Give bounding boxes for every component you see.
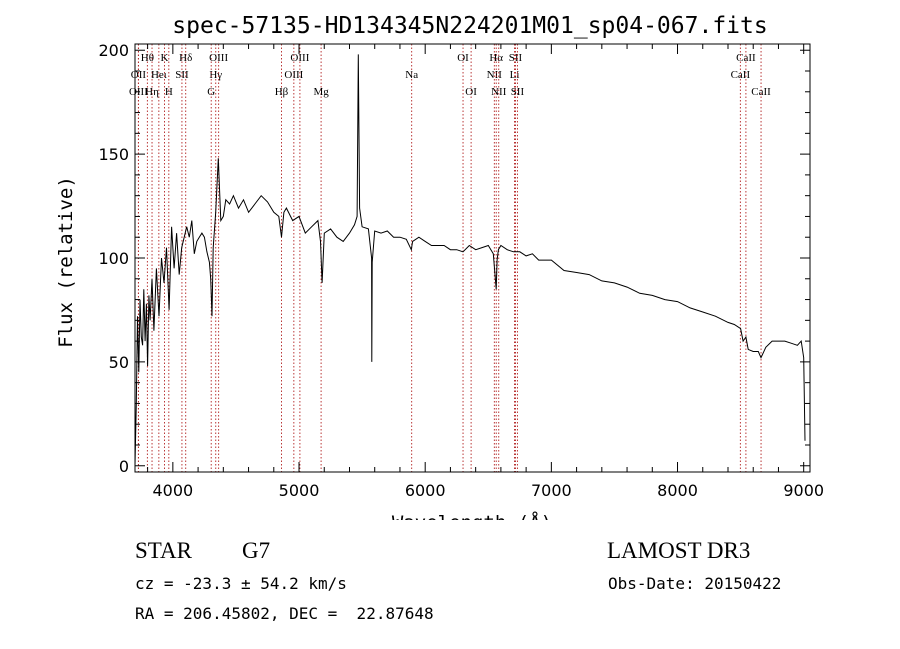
spectral-line-label: CaII: [731, 69, 751, 81]
axis-tick-labels: 4000 5000 6000 7000 8000 9000 0 50 100 150 200: [98, 41, 824, 500]
spectrum-chart: spec-57135-HD134345N224201M01_sp04-067.f…: [55, 13, 824, 520]
spectral-line-label: OI: [457, 52, 469, 64]
spectrum-line: [134, 54, 806, 466]
coordinates-readout: RA = 206.45802, DEC = 22.87648: [135, 604, 434, 623]
y-tick-label: 100: [98, 249, 129, 268]
spectral-line-label: Heι: [151, 69, 167, 81]
x-axis-label: Wavelength (Å): [392, 511, 552, 520]
redshift-readout: cz = -23.3 ± 54.2 km/s: [135, 574, 347, 593]
spectral-line-label: CaII: [736, 52, 756, 64]
spectral-line-label: OIII: [209, 52, 228, 64]
spectral-line-label: K: [161, 52, 169, 64]
spectral-line-label: Hβ: [275, 86, 289, 98]
x-tick-label: 6000: [405, 481, 446, 500]
spectral-line-label: Li: [510, 69, 520, 81]
spectral-line-label: Mg: [313, 86, 329, 98]
obs-date: Obs-Date: 20150422: [608, 574, 782, 593]
y-tick-label: 150: [98, 145, 129, 164]
spectral-line-label: NII: [487, 69, 503, 81]
spectral-line-label: Hδ: [179, 52, 192, 64]
y-tick-label: 200: [98, 41, 129, 60]
x-tick-label: 9000: [783, 481, 824, 500]
spectral-line-label: OI: [465, 86, 477, 98]
y-tick-label: 0: [119, 457, 129, 476]
spectral-line-label: SII: [511, 86, 525, 98]
axis-ticks: [135, 44, 810, 472]
object-type: STAR: [135, 538, 192, 563]
spectral-line-label: OIII: [284, 69, 303, 81]
spectral-line-label: H: [165, 86, 173, 98]
x-tick-label: 5000: [279, 481, 320, 500]
spectral-line-label: Hη: [145, 86, 159, 98]
spectral-line-markers: HθOIIOIIIHηHeιKHSIIHδHγGOIIIHβOIIIOIIIMg…: [129, 44, 771, 472]
spectral-line-label: OIII: [290, 52, 309, 64]
x-tick-label: 8000: [657, 481, 698, 500]
spectral-line-label: Hθ: [141, 52, 154, 64]
spectral-line-label: SII: [175, 69, 189, 81]
y-axis-label: Flux (relative): [55, 176, 77, 348]
spectral-line-label: NII: [491, 86, 507, 98]
x-tick-label: 4000: [152, 481, 193, 500]
x-tick-label: 7000: [531, 481, 572, 500]
spectral-line-label: SII: [509, 52, 523, 64]
y-tick-label: 50: [109, 353, 129, 372]
spectral-line-label: CaII: [751, 86, 771, 98]
chart-title: spec-57135-HD134345N224201M01_sp04-067.f…: [172, 13, 767, 39]
spectral-line-label: G: [207, 86, 215, 98]
object-subclass: G7: [242, 538, 271, 563]
spectral-line-label: Na: [405, 69, 418, 81]
plot-frame: [134, 43, 811, 473]
spectral-line-label: Hα: [489, 52, 503, 64]
survey-name: LAMOST DR3: [607, 538, 751, 563]
